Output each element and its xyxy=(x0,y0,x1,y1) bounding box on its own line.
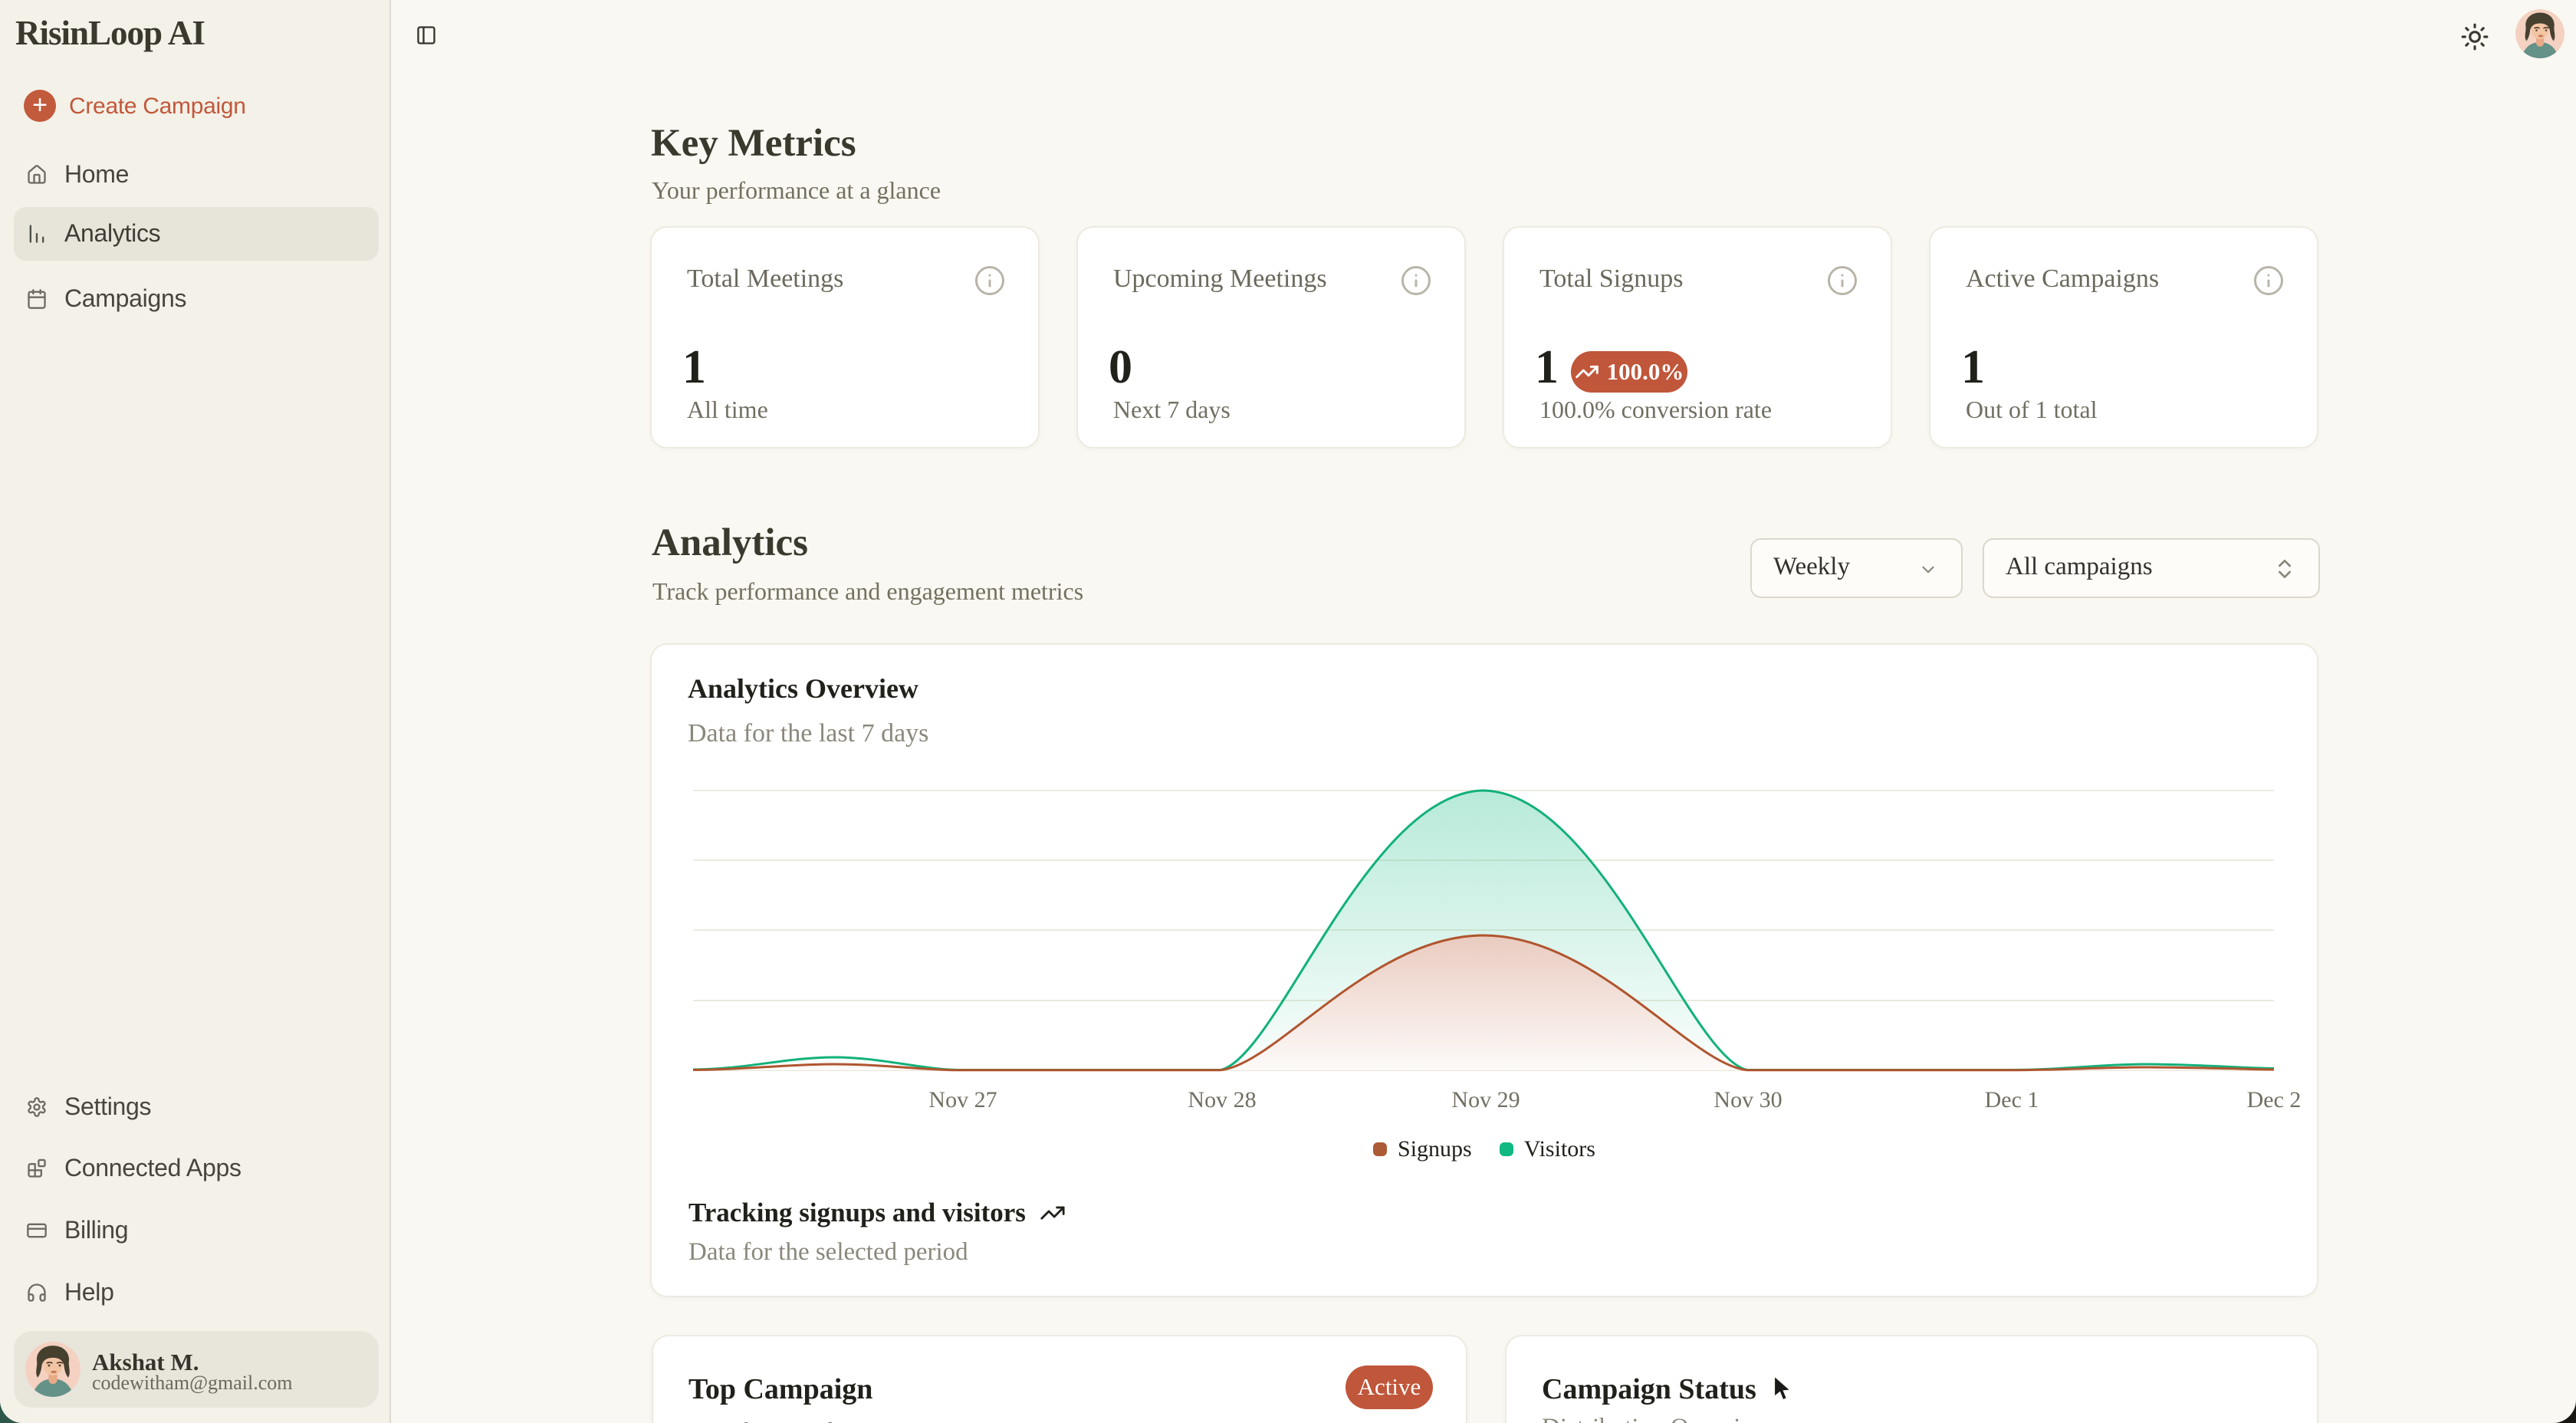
svg-text:Dec 2: Dec 2 xyxy=(2247,1087,2302,1112)
svg-text:Nov 28: Nov 28 xyxy=(1188,1087,1256,1112)
svg-text:Nov 30: Nov 30 xyxy=(1714,1087,1782,1112)
svg-text:Nov 29: Nov 29 xyxy=(1451,1087,1520,1112)
svg-text:Dec 1: Dec 1 xyxy=(1985,1087,2039,1112)
svg-text:Nov 27: Nov 27 xyxy=(928,1087,997,1112)
